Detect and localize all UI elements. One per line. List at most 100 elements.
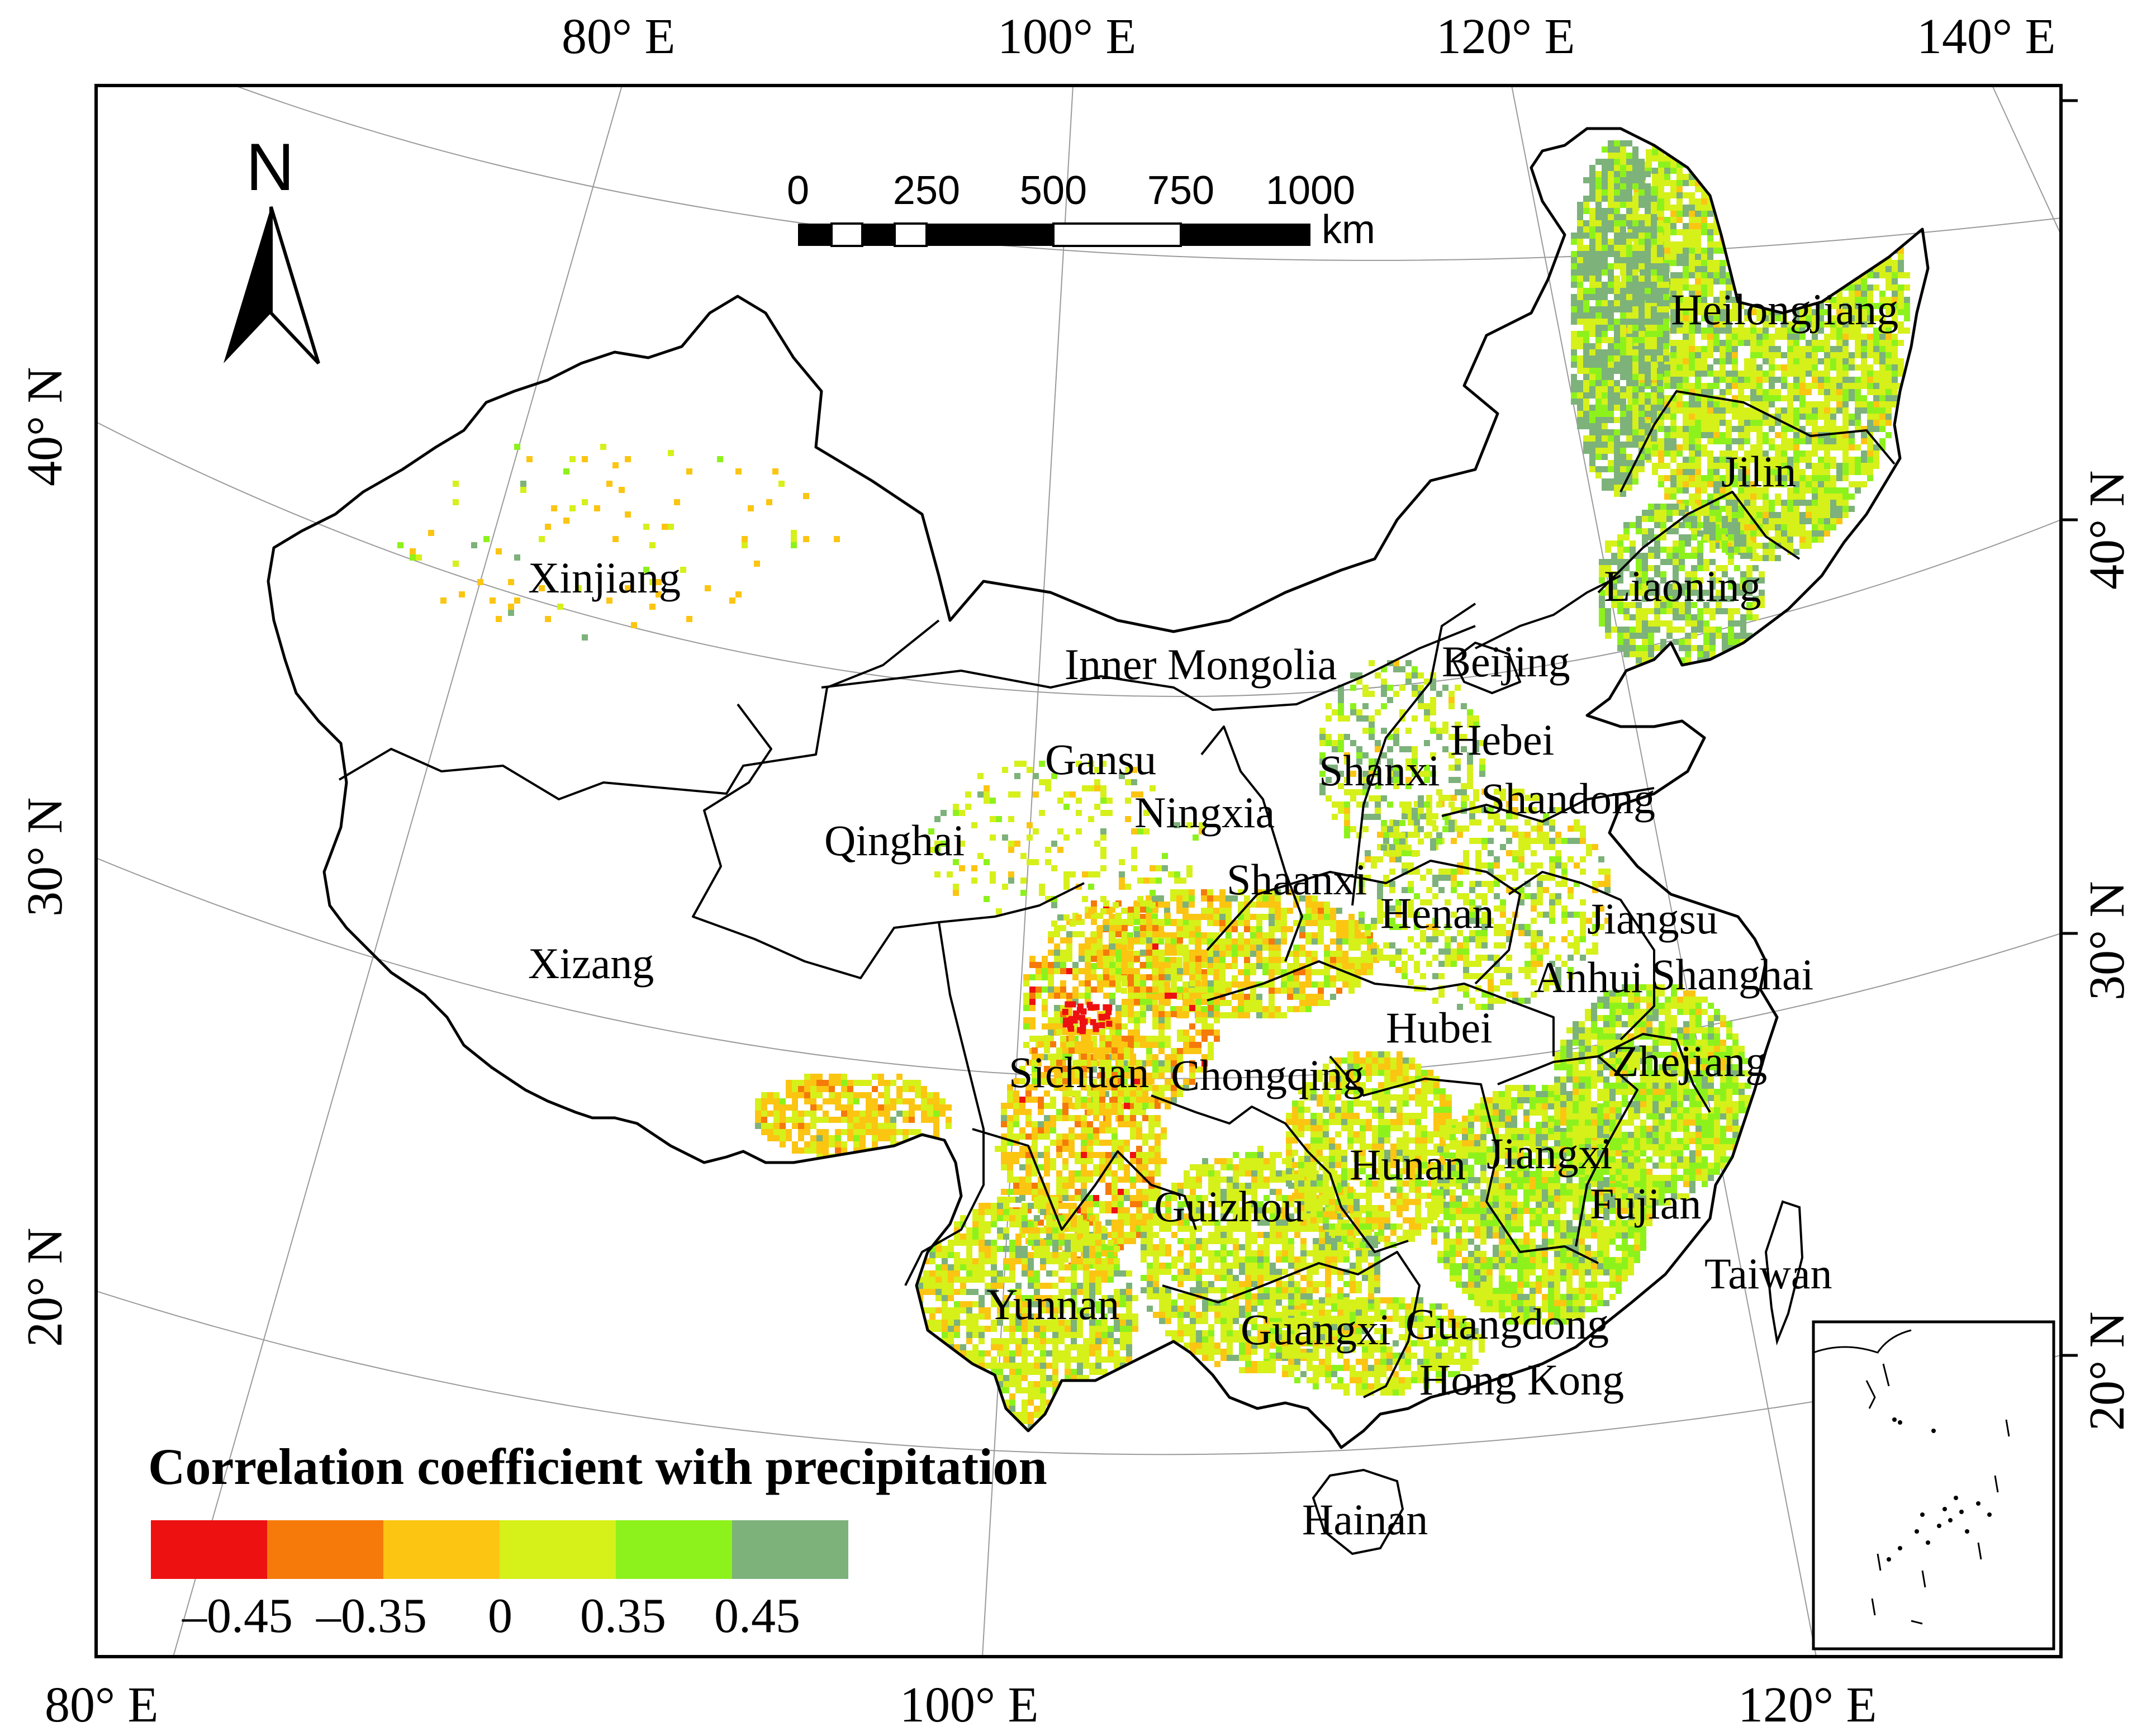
- raster-cell: [1620, 282, 1626, 288]
- raster-cell: [1571, 319, 1577, 325]
- raster-cell: [1068, 1029, 1075, 1035]
- raster-cell: [1577, 208, 1583, 214]
- raster-cell: [1849, 100, 1855, 106]
- raster-cell: [1836, 309, 1842, 315]
- raster-cell: [1781, 174, 1787, 180]
- raster-cell: [1627, 334, 1633, 340]
- raster-cell: [1165, 1017, 1171, 1023]
- raster-cell: [1738, 340, 1744, 346]
- raster-cell: [1589, 220, 1595, 226]
- raster-cell: [1676, 309, 1683, 315]
- raster-cell: [1664, 377, 1670, 383]
- raster-cell: [1208, 993, 1214, 999]
- raster-cell: [1602, 423, 1608, 429]
- raster-cell: [1664, 131, 1670, 137]
- raster-cell: [1842, 297, 1849, 303]
- raster-cell: [1709, 522, 1716, 528]
- raster-cell: [1793, 438, 1799, 444]
- raster-cell: [1726, 291, 1732, 297]
- raster-cell: [1738, 186, 1744, 192]
- raster-cell: [1842, 414, 1849, 420]
- raster-cell: [1060, 937, 1066, 943]
- raster-cell: [1722, 639, 1728, 645]
- raster-cell: [1738, 444, 1744, 450]
- raster-cell: [1728, 522, 1734, 528]
- raster-cell: [1330, 981, 1336, 988]
- raster-cell: [1861, 155, 1867, 162]
- raster-cell: [1695, 162, 1701, 168]
- raster-cell: [1081, 1047, 1087, 1054]
- raster-cell: [1738, 57, 1744, 63]
- raster-cell: [1873, 420, 1879, 426]
- raster-cell: [1701, 358, 1707, 364]
- raster-cell: [1799, 94, 1806, 100]
- raster-cell: [1744, 340, 1750, 346]
- raster-cell: [1750, 235, 1756, 241]
- raster-cell: [1238, 981, 1244, 988]
- raster-cell: [1176, 1006, 1182, 1012]
- raster-cell: [1577, 294, 1583, 300]
- raster-cell: [1740, 534, 1746, 540]
- raster-cell: [1707, 235, 1713, 241]
- raster-cell: [1695, 260, 1701, 266]
- raster-cell: [1756, 450, 1763, 457]
- raster-cell: [1738, 438, 1744, 444]
- raster-cell: [1812, 309, 1818, 315]
- raster-cell: [1140, 974, 1146, 980]
- raster-cell: [1867, 297, 1873, 303]
- raster-cell: [1806, 143, 1812, 149]
- raster-cell: [1269, 951, 1275, 957]
- raster-cell: [1861, 438, 1867, 444]
- raster-cell: [1824, 438, 1830, 444]
- raster-cell: [1781, 512, 1787, 518]
- raster-cell: [1036, 1036, 1042, 1042]
- raster-cell: [1806, 248, 1812, 254]
- raster-cell: [1683, 272, 1689, 278]
- raster-cell: [1824, 530, 1830, 537]
- raster-cell: [1689, 414, 1695, 420]
- raster-cell: [1756, 346, 1763, 352]
- raster-cell: [1689, 266, 1695, 272]
- raster-cell: [1799, 395, 1806, 401]
- raster-cell: [1293, 1006, 1299, 1012]
- raster-cell: [1775, 88, 1781, 94]
- raster-cell: [1892, 340, 1898, 346]
- raster-cell: [1818, 278, 1824, 284]
- raster-cell: [1744, 143, 1750, 149]
- raster-cell: [1140, 1085, 1146, 1091]
- raster-cell: [1734, 528, 1740, 534]
- raster-cell: [1595, 300, 1602, 306]
- raster-cell: [1158, 1036, 1165, 1042]
- raster-cell: [1146, 1048, 1152, 1054]
- raster-cell: [1219, 926, 1226, 932]
- raster-cell: [1683, 475, 1689, 481]
- raster-cell: [1781, 328, 1787, 334]
- raster-cell: [1103, 993, 1109, 999]
- raster-cell: [1146, 1036, 1152, 1042]
- raster-cell: [1140, 1060, 1146, 1066]
- raster-cell: [1189, 1048, 1195, 1054]
- raster-cell: [1664, 432, 1670, 438]
- raster-cell: [1165, 1103, 1171, 1109]
- raster-cell: [1855, 328, 1861, 334]
- raster-cell: [1676, 192, 1683, 198]
- raster-cell: [1793, 530, 1799, 537]
- raster-cell: [1072, 968, 1079, 974]
- raster-cell: [1226, 895, 1232, 902]
- raster-cell: [1818, 180, 1824, 186]
- raster-cell: [1787, 543, 1793, 549]
- raster-cell: [1879, 358, 1885, 364]
- raster-cell: [1873, 180, 1879, 186]
- raster-cell: [1336, 926, 1342, 932]
- raster-cell: [1645, 220, 1651, 226]
- raster-cell: [1171, 919, 1177, 925]
- raster-cell: [1146, 1085, 1152, 1091]
- raster-cell: [1701, 211, 1707, 217]
- raster-cell: [1701, 315, 1707, 321]
- raster-cell: [1079, 980, 1085, 986]
- raster-cell: [1763, 198, 1769, 205]
- raster-cell: [1855, 174, 1861, 180]
- raster-cell: [1728, 614, 1734, 620]
- raster-cell: [1685, 553, 1691, 559]
- raster-cell: [1165, 943, 1171, 950]
